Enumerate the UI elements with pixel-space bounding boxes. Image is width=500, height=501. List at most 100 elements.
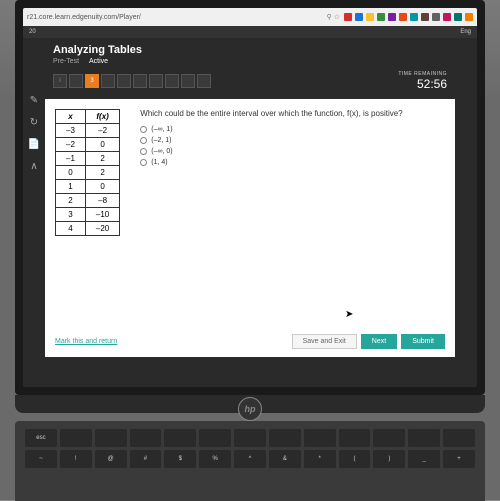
top-strip: 20 Eng xyxy=(23,26,477,38)
question-nav-box[interactable]: 3 xyxy=(85,74,99,88)
extension-icon[interactable] xyxy=(410,13,418,21)
submit-button[interactable]: Submit xyxy=(401,334,445,349)
toolbar: i 3 TIME REMAINING 52:56 xyxy=(23,69,477,95)
question-nav-box[interactable] xyxy=(197,74,211,88)
cursor-icon: ➤ xyxy=(345,309,353,320)
data-table-wrap: x f(x) –3–2–20–1202102–83–104–20 xyxy=(55,109,120,347)
data-table: x f(x) –3–2–20–1202102–83–104–20 xyxy=(55,109,120,236)
cell-x: 4 xyxy=(56,222,86,236)
key: + xyxy=(443,450,475,468)
extension-icon[interactable] xyxy=(432,13,440,21)
option-label: (–∞, 1) xyxy=(151,126,172,133)
option-label: (1, 4) xyxy=(151,159,167,166)
side-tool-icon[interactable]: 📄 xyxy=(27,137,41,151)
table-row: –12 xyxy=(56,152,120,166)
question-nav-box[interactable] xyxy=(165,74,179,88)
radio-icon[interactable] xyxy=(140,137,147,144)
question-nav-box[interactable] xyxy=(133,74,147,88)
extension-icon[interactable] xyxy=(421,13,429,21)
cell-fx: –2 xyxy=(85,124,119,138)
extension-icon[interactable] xyxy=(399,13,407,21)
table-row: 02 xyxy=(56,166,120,180)
key: $ xyxy=(164,450,196,468)
cell-fx: 0 xyxy=(85,180,119,194)
key: @ xyxy=(95,450,127,468)
key: ) xyxy=(373,450,405,468)
answer-option[interactable]: (–∞, 0) xyxy=(140,148,445,155)
key xyxy=(234,429,266,447)
extension-icon[interactable] xyxy=(454,13,462,21)
key xyxy=(304,429,336,447)
question-text: Which could be the entire interval over … xyxy=(140,109,445,118)
cell-x: 2 xyxy=(56,194,86,208)
key xyxy=(269,429,301,447)
next-button[interactable]: Next xyxy=(361,334,397,349)
extension-icon[interactable] xyxy=(377,13,385,21)
subtitle-pretest: Pre-Test xyxy=(53,58,79,65)
question-nav-box[interactable] xyxy=(101,74,115,88)
cell-x: –2 xyxy=(56,138,86,152)
radio-icon[interactable] xyxy=(140,159,147,166)
key: ~ xyxy=(25,450,57,468)
browser-bar: r21.core.learn.edgenuity.com/Player/ ⚲ ☆ xyxy=(23,8,477,26)
info-icon[interactable]: i xyxy=(53,74,67,88)
key: & xyxy=(269,450,301,468)
key: # xyxy=(130,450,162,468)
footer: Mark this and return Save and Exit Next … xyxy=(55,334,445,349)
extension-icon[interactable] xyxy=(443,13,451,21)
key xyxy=(373,429,405,447)
url-text: r21.core.learn.edgenuity.com/Player/ xyxy=(27,14,323,21)
key xyxy=(95,429,127,447)
extension-icon[interactable] xyxy=(388,13,396,21)
extension-icon[interactable] xyxy=(344,13,352,21)
search-icon: ⚲ ☆ xyxy=(327,13,340,21)
subtitle-active: Active xyxy=(89,58,108,65)
side-tool-icon[interactable]: ∧ xyxy=(27,159,41,173)
timer-value: 52:56 xyxy=(398,77,447,91)
side-tool-icon[interactable]: ↻ xyxy=(27,115,41,129)
key: ! xyxy=(60,450,92,468)
key: esc xyxy=(25,429,57,447)
key xyxy=(443,429,475,447)
table-row: 3–10 xyxy=(56,208,120,222)
side-tool-icon[interactable]: ✎ xyxy=(27,93,41,107)
question-nav-box[interactable] xyxy=(181,74,195,88)
question-nav-box[interactable] xyxy=(117,74,131,88)
table-row: 2–8 xyxy=(56,194,120,208)
question-nav-box[interactable] xyxy=(149,74,163,88)
extension-icon[interactable] xyxy=(366,13,374,21)
answer-option[interactable]: (–2, 1) xyxy=(140,137,445,144)
col-x: x xyxy=(56,110,86,124)
radio-icon[interactable] xyxy=(140,148,147,155)
page-title: Analyzing Tables xyxy=(53,44,447,56)
answer-option[interactable]: (1, 4) xyxy=(140,159,445,166)
radio-icon[interactable] xyxy=(140,126,147,133)
cell-fx: –8 xyxy=(85,194,119,208)
top-right-text: Eng xyxy=(460,29,471,35)
extension-icon[interactable] xyxy=(465,13,473,21)
key xyxy=(164,429,196,447)
extension-icon[interactable] xyxy=(355,13,363,21)
key xyxy=(199,429,231,447)
cell-x: 3 xyxy=(56,208,86,222)
cell-fx: 2 xyxy=(85,166,119,180)
table-row: –20 xyxy=(56,138,120,152)
laptop-hinge: hp xyxy=(15,395,485,413)
cell-fx: 2 xyxy=(85,152,119,166)
key xyxy=(408,429,440,447)
key: * xyxy=(304,450,336,468)
col-fx: f(x) xyxy=(85,110,119,124)
key xyxy=(339,429,371,447)
keyboard: esc ~!@#$%^&*()_+ xyxy=(15,421,485,501)
top-left-text: 20 xyxy=(29,29,36,35)
hp-logo: hp xyxy=(238,397,262,421)
option-label: (–2, 1) xyxy=(151,137,171,144)
key xyxy=(60,429,92,447)
question-nav-box[interactable] xyxy=(69,74,83,88)
mark-return-link[interactable]: Mark this and return xyxy=(55,338,117,345)
cell-x: –1 xyxy=(56,152,86,166)
table-row: 10 xyxy=(56,180,120,194)
save-exit-button[interactable]: Save and Exit xyxy=(292,334,357,349)
answer-option[interactable]: (–∞, 1) xyxy=(140,126,445,133)
table-row: –3–2 xyxy=(56,124,120,138)
